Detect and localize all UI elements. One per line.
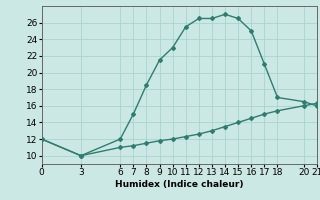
X-axis label: Humidex (Indice chaleur): Humidex (Indice chaleur) — [115, 180, 244, 189]
